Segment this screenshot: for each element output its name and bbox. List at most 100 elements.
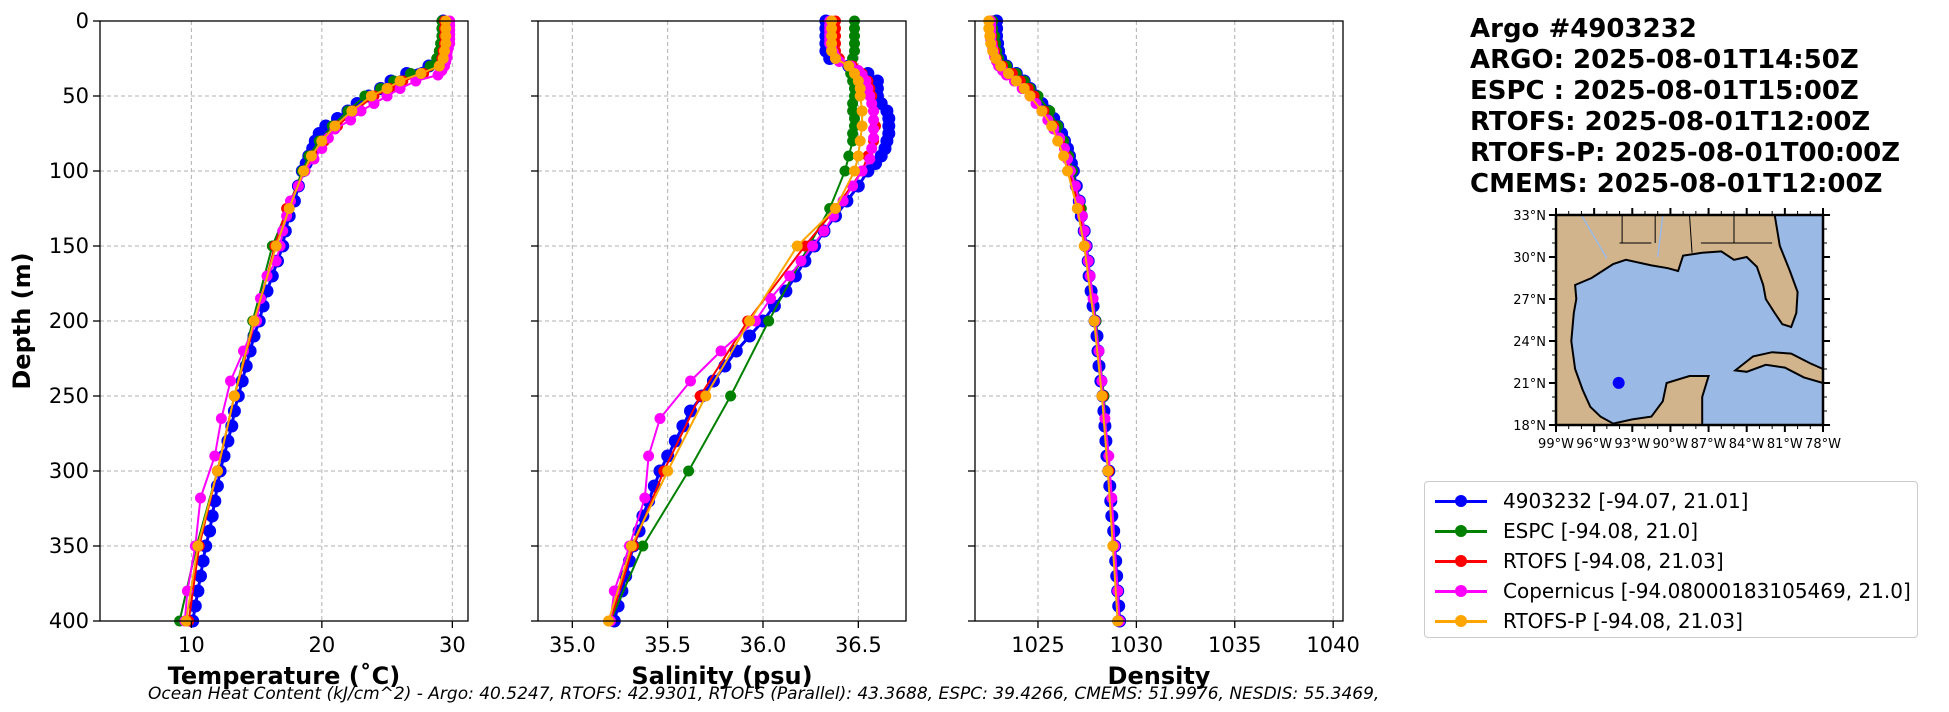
point-rtofsp	[329, 120, 341, 132]
point-copernicus	[432, 69, 444, 81]
point-rtofsp	[625, 540, 637, 552]
legend-item-espc: ESPC [-94.08, 21.0]	[1431, 516, 1698, 546]
point-rtofsp	[700, 390, 712, 402]
point-copernicus	[643, 450, 655, 462]
title-line-rtofs-time: RTOFS: 2025-08-01T12:00Z	[1470, 107, 1871, 137]
legend-label-espc: ESPC [-94.08, 21.0]	[1503, 519, 1699, 543]
point-rtofsp	[433, 60, 445, 72]
location-map: 33°N 30°N 27°N 24°N 21°N 18°N 99°W 96°W 93°W 90°W…	[1513, 208, 1841, 452]
legend-label-copernicus: Copernicus [-94.08000183105469, 21.0]	[1503, 579, 1911, 603]
xaxis-label: Density	[1108, 662, 1211, 690]
legend: 4903232 [-94.07, 21.01] ESPC [-94.08, 21…	[1424, 481, 1918, 638]
xtick-label: 30	[439, 633, 466, 657]
map-frame	[1554, 213, 1825, 427]
point-espc	[683, 465, 695, 477]
point-rtofsp	[852, 150, 864, 162]
point-argo	[191, 584, 205, 598]
point-rtofsp	[381, 83, 393, 94]
point-copernicus	[195, 492, 206, 504]
river	[1656, 214, 1664, 258]
legend-item-rtofsp: RTOFS-P [-94.08, 21.03]	[1431, 606, 1743, 636]
point-rtofsp	[1078, 240, 1090, 252]
point-rtofsp	[791, 240, 803, 252]
legend-label-rtofs: RTOFS [-94.08, 21.03]	[1503, 549, 1724, 573]
point-rtofsp	[1096, 390, 1108, 402]
point-copernicus	[795, 255, 807, 267]
point-rtofsp	[283, 203, 295, 214]
panel-salinity: 35.0 35.5 36.0 36.5 Salinity (psu)	[531, 14, 907, 690]
point-argo	[203, 524, 217, 538]
point-copernicus	[847, 180, 859, 192]
title-block: Argo #4903232 ARGO: 2025-08-01T14:50Z ES…	[1470, 14, 1900, 200]
xtick-label: 10	[178, 633, 205, 657]
xaxis-label: Salinity (psu)	[631, 662, 812, 690]
point-rtofs	[799, 240, 811, 252]
float-location-marker	[1612, 376, 1625, 389]
xtick-label: 36.5	[835, 633, 882, 657]
point-rtofsp	[1010, 75, 1022, 87]
point-copernicus	[1099, 413, 1111, 424]
point-copernicus	[209, 450, 221, 462]
point-copernicus	[1096, 375, 1108, 387]
river	[1580, 214, 1608, 259]
legend-item-argo: 4903232 [-94.07, 21.01]	[1431, 486, 1748, 516]
point-copernicus	[355, 105, 367, 117]
series-line-rtofsp	[185, 21, 447, 622]
point-rtofsp	[1071, 203, 1083, 214]
point-rtofsp	[830, 203, 841, 214]
xaxis-label: Temperature (˚C)	[168, 662, 401, 690]
point-argo	[647, 479, 661, 493]
ytick-label: 0	[76, 9, 89, 33]
ohc-footer: Ocean Heat Content (kJ/cm^2) - Argo: 40.…	[148, 684, 1380, 704]
point-rtofsp	[854, 90, 866, 102]
point-rtofsp	[1018, 83, 1030, 94]
point-copernicus	[345, 114, 357, 126]
point-rtofsp	[394, 75, 406, 87]
point-rtofsp	[192, 540, 204, 552]
map-lon-label: 90°W	[1652, 437, 1688, 452]
map-lon-label: 78°W	[1805, 437, 1841, 452]
map-lon-label: 87°W	[1691, 437, 1727, 452]
point-argo	[668, 434, 682, 448]
xtick-label: 1035	[1208, 633, 1261, 657]
point-copernicus	[1082, 255, 1094, 267]
point-rtofsp	[415, 68, 427, 79]
map-lat-label: 18°N	[1513, 419, 1546, 434]
xtick-label: 36.0	[740, 633, 787, 657]
point-copernicus	[1093, 345, 1105, 357]
point-copernicus	[868, 123, 880, 135]
point-espc	[847, 135, 859, 147]
map-lat-label: 21°N	[1513, 377, 1546, 392]
point-rtofsp	[365, 90, 377, 102]
series-rtofsp	[983, 15, 1124, 627]
point-rtofsp	[1052, 135, 1064, 147]
point-copernicus	[1087, 293, 1099, 304]
point-copernicus	[1103, 450, 1115, 462]
point-copernicus	[765, 293, 777, 304]
legend-swatch-argo	[1431, 491, 1491, 511]
point-rtofsp	[248, 315, 260, 327]
point-copernicus	[1106, 492, 1118, 504]
series-rtofsp	[603, 15, 868, 627]
point-rtofsp	[305, 150, 317, 162]
point-copernicus	[1112, 585, 1124, 597]
ytick-label: 200	[49, 309, 89, 333]
point-rtofsp	[744, 315, 756, 327]
point-espc	[763, 315, 775, 327]
title-line-argo-time: ARGO: 2025-08-01T14:50Z	[1470, 45, 1859, 75]
legend-item-copernicus: Copernicus [-94.08000183105469, 21.0]	[1431, 576, 1911, 606]
ytick-label: 350	[49, 534, 89, 558]
point-copernicus	[639, 492, 651, 504]
point-argo	[205, 509, 219, 523]
point-argo	[661, 449, 675, 463]
title-line-espc-time: ESPC : 2025-08-01T15:00Z	[1470, 76, 1859, 106]
gulf-of-mexico-water	[1570, 214, 1824, 426]
point-copernicus	[868, 114, 880, 126]
point-copernicus	[1084, 270, 1096, 282]
point-rtofsp	[1046, 120, 1058, 132]
map-lat-label: 27°N	[1513, 293, 1546, 308]
point-copernicus	[866, 143, 878, 154]
point-copernicus	[654, 413, 666, 424]
point-rtofsp	[270, 240, 282, 252]
point-rtofsp	[1058, 150, 1070, 162]
